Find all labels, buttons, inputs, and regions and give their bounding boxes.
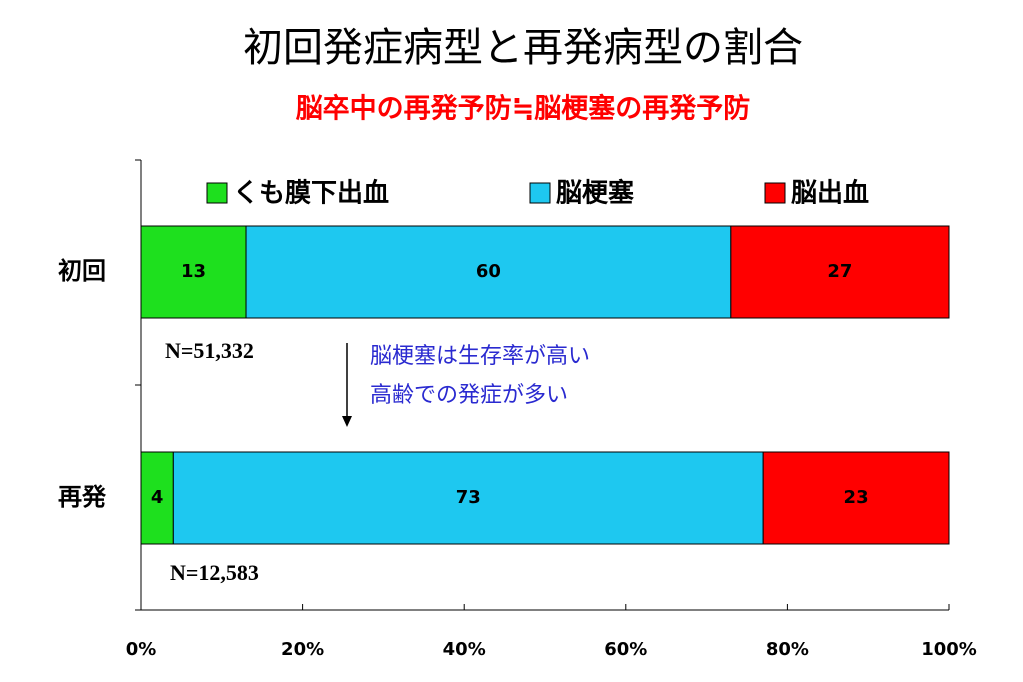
- data-label: 60: [476, 261, 501, 282]
- y-tick-label: 初回: [58, 257, 106, 285]
- legend-swatch: [529, 182, 551, 204]
- x-tick-label: 100%: [921, 639, 977, 660]
- legend-label: 脳梗塞: [555, 178, 634, 209]
- data-label: 27: [827, 261, 852, 282]
- bar-segment: [245, 225, 732, 319]
- data-label: 23: [844, 487, 869, 508]
- legend-swatch: [206, 182, 228, 204]
- bar-segment: [140, 451, 174, 545]
- x-tick-label: 0%: [126, 639, 157, 660]
- legend-label: くも膜下出血: [233, 179, 389, 209]
- annotation: N=51,332: [165, 338, 254, 363]
- annotation: 脳梗塞は生存率が高い: [370, 344, 590, 369]
- chart-title: 初回発症病型と再発病型の割合: [243, 25, 803, 71]
- arrow-head: [342, 416, 352, 427]
- x-tick-label: 80%: [766, 639, 809, 660]
- data-label: 4: [151, 487, 164, 508]
- bar-segment: [140, 225, 247, 319]
- y-tick-label: 再発: [58, 483, 107, 511]
- annotation: N=12,583: [170, 560, 259, 585]
- bar-segment: [172, 451, 764, 545]
- legend-label: 脳出血: [790, 179, 869, 209]
- x-tick-label: 20%: [281, 639, 324, 660]
- annotation: 高齢での発症が多い: [370, 383, 568, 408]
- data-label: 73: [456, 487, 481, 508]
- x-tick-label: 60%: [604, 639, 647, 660]
- chart-subtitle: 脳卒中の再発予防≒脳梗塞の再発予防: [295, 93, 751, 125]
- x-tick-label: 40%: [443, 639, 486, 660]
- data-label: 13: [181, 261, 206, 282]
- legend-swatch: [764, 182, 786, 204]
- bar-segment: [762, 451, 950, 545]
- bar-segment: [730, 225, 950, 319]
